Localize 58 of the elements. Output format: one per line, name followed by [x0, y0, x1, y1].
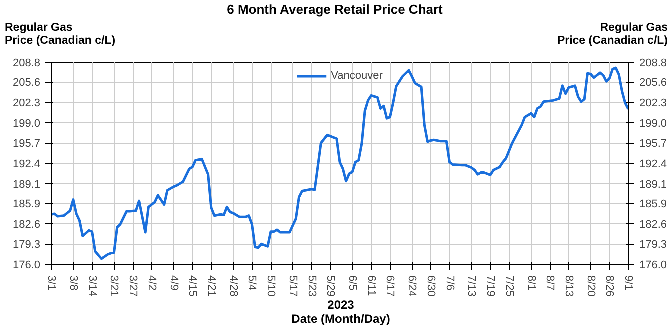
x-tick-label: 6/30: [424, 276, 437, 297]
y-tick-label: 179.3: [12, 239, 41, 252]
x-tick-label: 6/5: [346, 276, 359, 291]
y-tick-label: 185.9: [12, 198, 41, 211]
x-tick-label: 8/1: [525, 276, 538, 291]
x-tick-label: 5/17: [286, 276, 299, 297]
y-tick-label: 205.6: [12, 77, 41, 90]
y2-tick-label: 202.3: [640, 98, 668, 110]
y-tick-label: 208.8: [12, 58, 41, 70]
y2-tick-label: 192.4: [640, 158, 668, 170]
line-series: [52, 66, 628, 260]
x-tick-label: 3/21: [108, 276, 120, 297]
x-tick-label: 3/1: [46, 276, 58, 291]
y2-tick-label: 176.0: [640, 260, 668, 272]
y2-tick-label: 189.1: [640, 178, 668, 191]
x-tick-label: 6/17: [384, 276, 396, 297]
y-tick-label: 189.1: [12, 178, 41, 191]
y2-tick-label: 195.7: [640, 138, 668, 150]
chart-title: 6 Month Average Retail Price Chart: [227, 2, 443, 18]
x-tick-label: 8/20: [584, 276, 597, 297]
x-tick-label: 4/9: [168, 276, 180, 291]
x-tick-label: 6/24: [406, 276, 418, 297]
x-tick-label: 5/29: [324, 276, 337, 297]
y2-tick-label: 182.6: [640, 218, 668, 231]
x-tick-label: 7/6: [444, 276, 456, 291]
x-tick-label: 3/14: [86, 276, 98, 297]
x-tick-label: 7/25: [503, 276, 516, 297]
x-tick-label: 5/23: [306, 276, 318, 297]
y2-tick-label: 185.9: [640, 198, 668, 211]
y-tick-label: 195.7: [12, 138, 41, 150]
x-tick-label: 4/2: [146, 276, 158, 291]
x-tick-label: 7/19: [484, 276, 497, 297]
y2-tick-label: 179.3: [640, 239, 668, 252]
x-tick-label: 5/4: [246, 276, 258, 291]
y-tick-label: 182.6: [12, 218, 41, 231]
x-tick-label: 3/27: [127, 276, 140, 297]
x-tick-label: 8/13: [562, 276, 575, 297]
x-tick-label: 8/26: [604, 276, 616, 297]
x-tick-label: 4/21: [205, 276, 218, 297]
y2-axis-title: Regular Gas Price (Canadian c/L): [557, 22, 668, 48]
x-tick-label: 7/13: [466, 276, 478, 297]
x-tick-label: 3/8: [67, 276, 80, 291]
legend-label: Vancouver: [331, 70, 383, 82]
text: 2023: [328, 298, 354, 313]
y-tick-label: 176.0: [12, 260, 41, 272]
x-tick-label: 4/15: [186, 276, 199, 297]
y-tick-label: 192.4: [12, 158, 41, 170]
y2-tick-label: 208.8: [640, 58, 668, 70]
x-tick-label: 4/28: [227, 276, 240, 297]
y2-tick-label: 205.6: [640, 77, 668, 90]
y2-tick-label: 199.0: [640, 118, 668, 130]
x-tick-label: 5/10: [265, 276, 278, 297]
x-tick-label: 6/11: [365, 276, 378, 296]
y-tick-label: 199.0: [12, 118, 41, 130]
y-tick-label: 202.3: [12, 98, 41, 110]
y-axis-title: Regular Gas Price (Canadian c/L): [5, 22, 116, 48]
x-tick-label: 8/7: [544, 276, 556, 291]
x-tick-label: 9/1: [622, 276, 634, 291]
